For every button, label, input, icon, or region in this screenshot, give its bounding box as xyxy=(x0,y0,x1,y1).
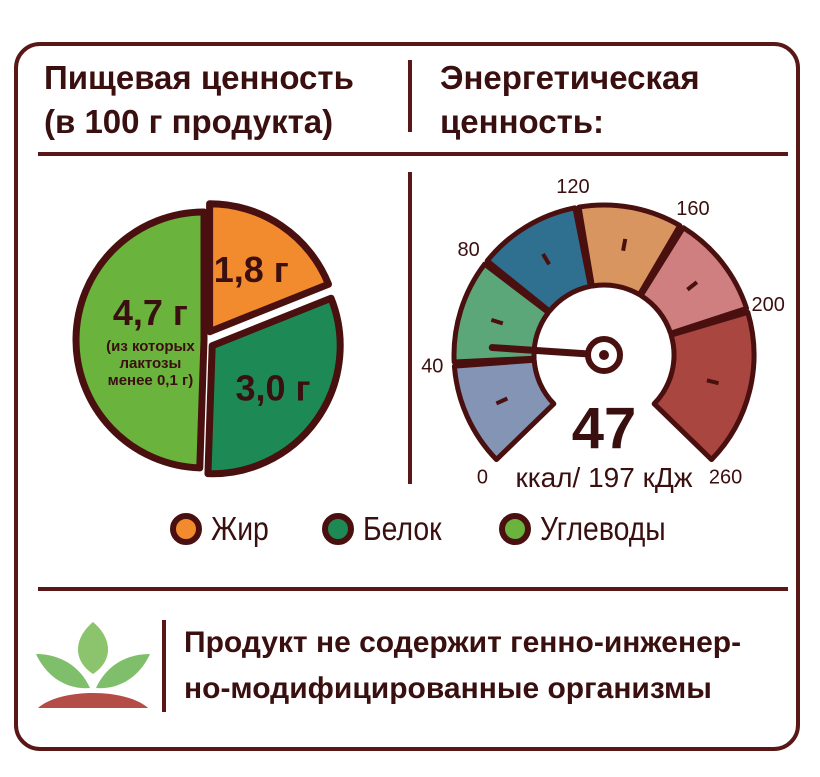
gauge-hub-center xyxy=(599,350,609,360)
gauge-segment xyxy=(638,225,750,336)
gauge-tick-label: 260 xyxy=(709,467,742,489)
gmo-statement-line1: Продукт не содержит генно-инженер- xyxy=(184,626,742,659)
pie-annotation-line: менее 0,1 г) xyxy=(108,372,194,389)
gauge-segment xyxy=(484,205,593,314)
legend: Жир Белок Углеводы xyxy=(170,510,730,548)
legend-label-carbs: Углеводы xyxy=(539,510,666,547)
pie-slice-carbs xyxy=(72,208,208,472)
info-card xyxy=(14,42,800,751)
gauge-tick-label: 200 xyxy=(752,294,785,316)
leaf-icon xyxy=(36,622,150,708)
gauge-tick-label: 40 xyxy=(421,355,443,377)
header-divider xyxy=(408,60,412,132)
gauge-unit: ккал/ 197 кДж xyxy=(515,462,692,493)
legend-label-fat: Жир xyxy=(211,510,269,547)
column-divider xyxy=(408,172,412,484)
legend-item-carbs: Углеводы xyxy=(498,510,686,548)
nutrition-heading: Пищевая ценность (в 100 г продукта) xyxy=(44,56,354,144)
gauge-tick-label: 0 xyxy=(477,467,488,489)
gauge-tick-label: 120 xyxy=(556,176,589,198)
energy-heading: Энергетическая ценность: xyxy=(440,56,700,144)
gauge-minor-tick xyxy=(495,396,509,406)
legend-swatch-fat xyxy=(170,513,202,545)
gauge-segment xyxy=(651,309,757,463)
gauge-minor-tick xyxy=(706,378,720,386)
gauge-tick-label: 80 xyxy=(457,239,479,261)
gauge-segment xyxy=(576,202,683,298)
pie-slice-fat xyxy=(206,200,332,336)
pie-label-fat: 1,8 г xyxy=(214,249,289,290)
gauge-minor-tick xyxy=(490,317,504,326)
energy-title-line2: ценность: xyxy=(440,103,605,140)
footer-divider xyxy=(162,620,166,712)
legend-item-protein: Белок xyxy=(322,510,454,548)
gauge-segment xyxy=(451,357,557,463)
energy-title-line1: Энергетическая xyxy=(440,59,700,96)
gmo-free-statement: Продукт не содержит генно-инженер- но-мо… xyxy=(184,620,741,712)
legend-swatch-carbs xyxy=(498,513,531,545)
footer-rule xyxy=(38,587,788,591)
nutrition-title-line1: Пищевая ценность xyxy=(44,59,354,96)
nutrition-title-line2: (в 100 г продукта) xyxy=(44,103,334,140)
gauge-tick-label: 160 xyxy=(676,198,709,220)
pie-slice-protein xyxy=(204,294,344,478)
gauge-value: 47 xyxy=(572,396,637,461)
pie-label-protein: 3,0 г xyxy=(235,367,310,408)
gmo-statement-line2: но-модифицированные организмы xyxy=(184,672,712,705)
gauge-minor-tick xyxy=(686,280,699,292)
pie-label-carbs: 4,7 г xyxy=(113,292,188,333)
gauge-minor-tick xyxy=(541,252,551,266)
pie-annotation-line: (из которых xyxy=(106,338,195,355)
legend-swatch-protein xyxy=(322,513,355,545)
gauge-segment xyxy=(451,261,551,365)
header-rule xyxy=(38,152,788,156)
legend-label-protein: Белок xyxy=(363,510,442,547)
pie-annotation-line: лактозы xyxy=(120,355,182,372)
gauge-minor-tick xyxy=(621,238,628,252)
legend-item-fat: Жир xyxy=(170,510,278,548)
